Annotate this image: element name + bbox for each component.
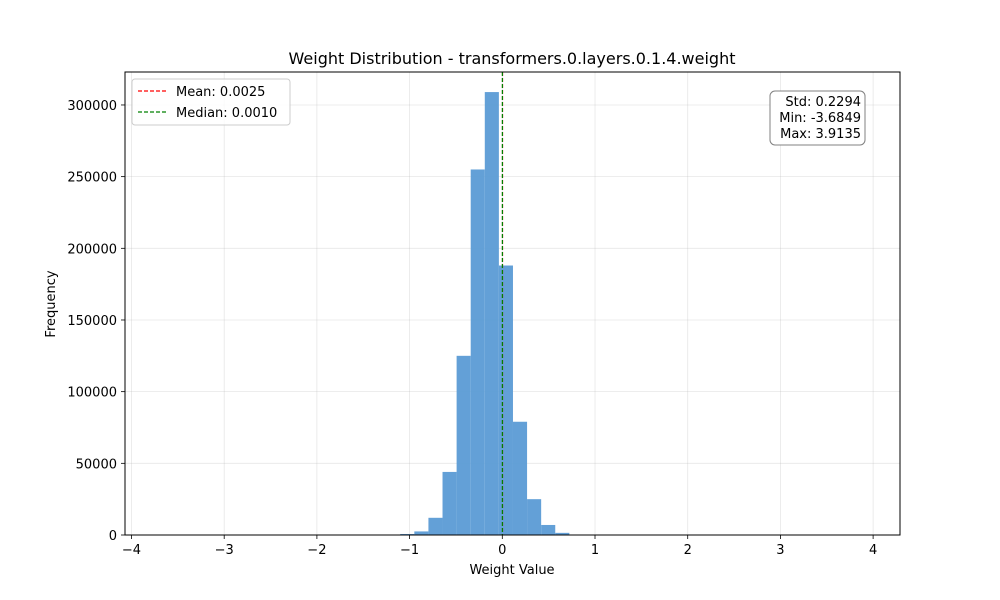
x-tick-label: 2 xyxy=(684,543,692,558)
x-tick-label: 3 xyxy=(776,543,784,558)
legend-median-label: Median: 0.0010 xyxy=(176,106,277,121)
histogram-bar xyxy=(527,499,542,535)
stats-min: Min: -3.6849 xyxy=(779,111,861,126)
y-axis-label: Frequency xyxy=(44,270,59,337)
y-tick-label: 100000 xyxy=(67,386,117,401)
plot-frame xyxy=(124,71,901,536)
chart-title: Weight Distribution - transformers.0.lay… xyxy=(289,49,736,68)
legend-box xyxy=(131,78,291,126)
histogram-bar xyxy=(484,92,499,535)
histogram-bars xyxy=(160,92,866,535)
x-axis-ticks: −4 −3 −2 −1 0 1 2 3 4 xyxy=(122,535,877,558)
x-tick-label: 0 xyxy=(498,543,506,558)
histogram-bar xyxy=(555,532,570,535)
x-tick-label: −2 xyxy=(307,543,326,558)
stats-box: Std: 0.2294 Min: -3.6849 Max: 3.9135 xyxy=(769,90,866,146)
legend-mean-label: Mean: 0.0025 xyxy=(176,85,265,100)
x-tick-label: −1 xyxy=(400,543,419,558)
y-tick-label: 50000 xyxy=(76,457,117,472)
y-axis-ticks: 0 50000 100000 150000 200000 250000 300000 xyxy=(67,99,125,544)
stats-box-frame xyxy=(769,90,866,146)
x-tick-label: −3 xyxy=(215,543,234,558)
histogram-bar xyxy=(470,169,485,535)
x-tick-label: −4 xyxy=(122,543,141,558)
y-tick-label: 200000 xyxy=(67,242,117,257)
histogram-bar xyxy=(456,355,471,535)
stats-std: Std: 0.2294 xyxy=(785,95,861,110)
x-tick-label: 1 xyxy=(591,543,599,558)
histogram-bar xyxy=(498,265,513,535)
histogram-bar xyxy=(512,421,528,535)
y-tick-label: 0 xyxy=(109,529,117,544)
stats-max: Max: 3.9135 xyxy=(780,127,861,142)
y-tick-label: 150000 xyxy=(67,314,117,329)
histogram-bar xyxy=(400,533,415,535)
histogram-bar xyxy=(442,471,457,535)
y-tick-label: 250000 xyxy=(67,171,117,186)
histogram-bar xyxy=(541,524,556,535)
y-tick-label: 300000 xyxy=(67,99,117,114)
histogram-bar xyxy=(414,531,429,535)
histogram-bar xyxy=(428,517,443,535)
x-tick-label: 4 xyxy=(869,543,877,558)
x-axis-label: Weight Value xyxy=(469,563,554,578)
legend: Mean: 0.0025 Median: 0.0010 xyxy=(131,78,291,126)
